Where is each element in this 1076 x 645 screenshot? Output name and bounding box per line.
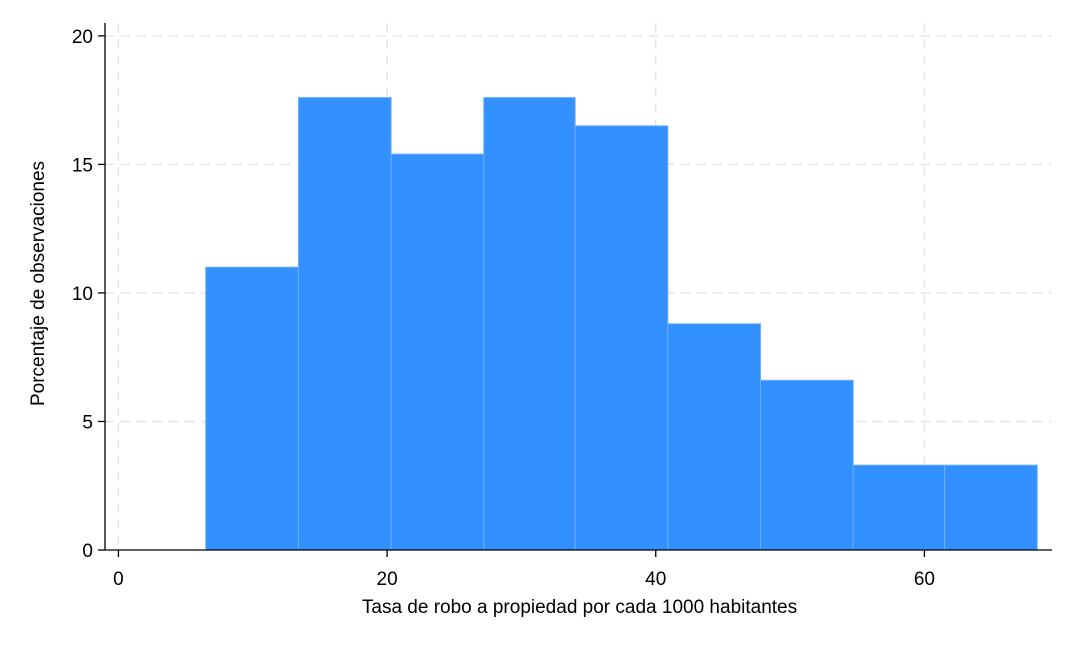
- histogram-bar: [205, 266, 299, 551]
- histogram-bar: [574, 125, 669, 551]
- x-axis-title: Tasa de robo a propiedad por cada 1000 h…: [362, 597, 797, 618]
- histogram-bar: [760, 379, 854, 551]
- x-tick-label: 20: [377, 569, 398, 590]
- histogram-bar: [390, 153, 485, 551]
- y-tick-label: 20: [72, 27, 93, 48]
- histogram-bar: [297, 97, 392, 551]
- x-tick-label: 40: [645, 569, 666, 590]
- histogram-bars: [205, 97, 1038, 551]
- y-tick-label: 10: [72, 284, 93, 305]
- tick-labels: 0 5 10 15 20 0 20 40 60: [72, 27, 935, 590]
- y-axis-title: Porcentaje de observaciones: [28, 161, 49, 406]
- histogram-bar: [483, 97, 576, 551]
- histogram-bar: [667, 323, 762, 551]
- x-tick-label: 0: [113, 569, 124, 590]
- y-tick-label: 5: [82, 412, 93, 433]
- y-tick-label: 0: [82, 541, 93, 562]
- axes: [98, 23, 1052, 557]
- x-tick-label: 60: [914, 569, 935, 590]
- y-tick-label: 15: [72, 155, 93, 176]
- histogram-bar: [944, 464, 1038, 551]
- histogram-bar: [852, 464, 946, 551]
